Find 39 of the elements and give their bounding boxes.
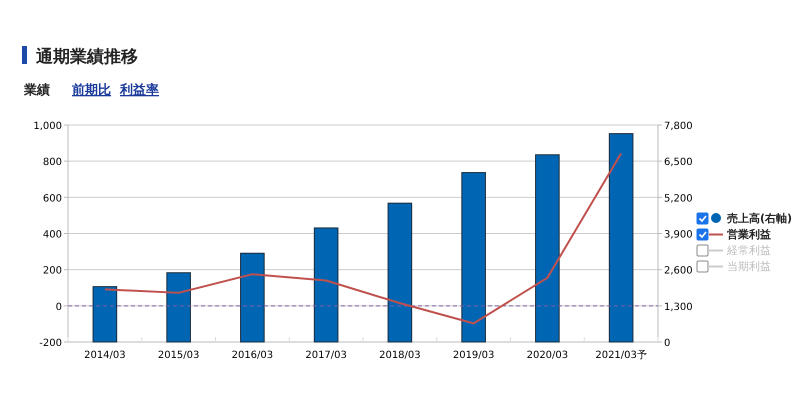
x-tick-label: 2018/03 <box>379 350 421 361</box>
x-tick-label: 2017/03 <box>305 350 347 361</box>
y-tick-label: 200 <box>42 266 62 277</box>
y2-tick-label: 5,200 <box>664 193 693 204</box>
legend-label: 売上高(右軸) <box>727 212 792 225</box>
y2-tick-label: 0 <box>664 338 670 349</box>
bar <box>608 133 634 342</box>
legend-label: 経常利益 <box>726 244 771 257</box>
bar <box>314 227 338 342</box>
x-tick-label: 2016/03 <box>232 350 274 361</box>
legend-label: 当期利益 <box>727 260 771 273</box>
bar <box>535 154 560 342</box>
x-tick-label: 2021/03予 <box>595 350 647 361</box>
bar <box>166 272 191 342</box>
bar <box>461 172 486 342</box>
y2-tick-label: 2,600 <box>664 266 693 277</box>
y-tick-label: 0 <box>56 302 62 313</box>
text: 利益率 <box>119 82 159 98</box>
x-tick-label: 2019/03 <box>452 350 494 361</box>
x-tick-label: 2020/03 <box>526 350 568 361</box>
y-tick-label: 600 <box>42 193 62 204</box>
y-tick-label: -200 <box>39 338 62 349</box>
x-tick-label: 2015/03 <box>158 350 200 361</box>
text: 前期比 <box>71 83 111 98</box>
y2-tick-label: 3,900 <box>664 230 693 240</box>
chart-title: 通期業績推移 <box>35 47 138 67</box>
bar <box>240 252 265 342</box>
y2-tick-label: 1,300 <box>664 302 693 313</box>
text: 業績 <box>23 83 50 98</box>
y-tick-label: 400 <box>42 230 62 240</box>
y-tick-label: 1,000 <box>33 121 62 132</box>
y2-tick-label: 7,800 <box>664 121 693 132</box>
line-series <box>104 152 622 324</box>
y-tick-label: 800 <box>42 157 62 168</box>
bar <box>92 286 118 342</box>
x-tick-label: 2014/03 <box>84 350 126 361</box>
bar <box>388 202 412 342</box>
legend-label: 営業利益 <box>727 228 771 241</box>
y2-tick-label: 6,500 <box>664 157 693 168</box>
